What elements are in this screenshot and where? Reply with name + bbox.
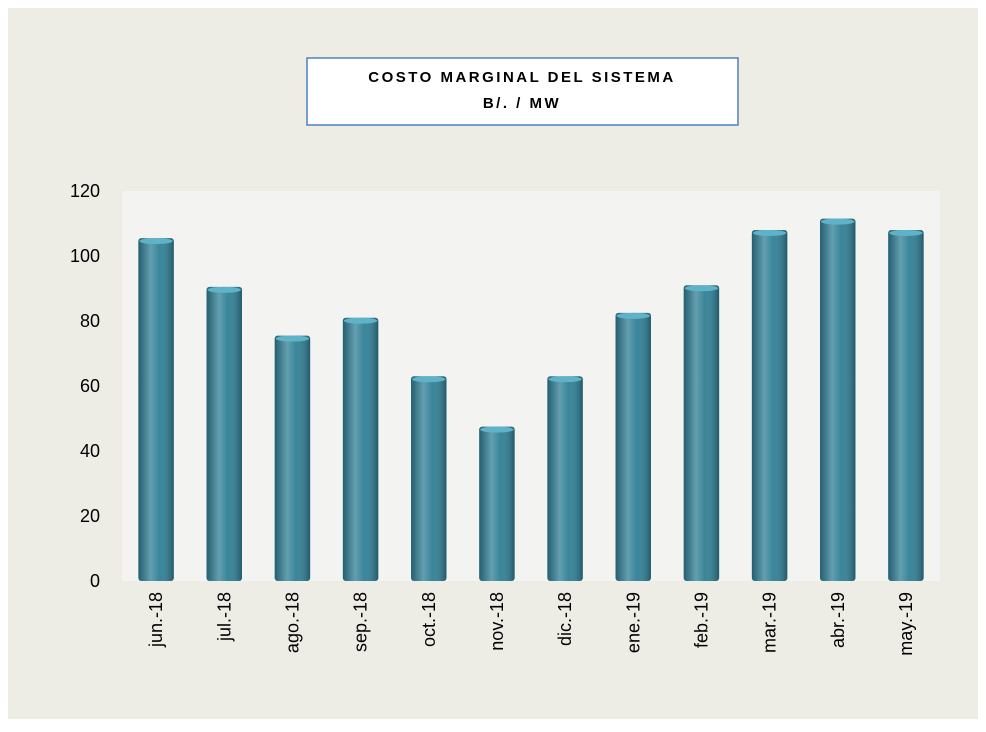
x-tick-label: may.-19 [896, 592, 916, 656]
bar-cap [548, 376, 582, 383]
bar-shine [479, 426, 515, 581]
bar-cap [889, 230, 923, 236]
bar-cap [616, 312, 650, 319]
bar-cap [139, 238, 173, 245]
bar-shine [888, 230, 924, 581]
y-tick-label: 100 [70, 246, 100, 266]
x-tick-label: oct.-18 [419, 592, 439, 647]
x-tick-label: jul.-18 [214, 592, 234, 642]
bar-shine [342, 317, 379, 581]
bar-shine [547, 376, 583, 581]
bar-shine [820, 218, 856, 581]
bar-cap [207, 286, 241, 293]
bar-cap [752, 230, 787, 236]
bar-cap [480, 426, 514, 433]
chart-subtitle: B/. / MW [483, 95, 561, 112]
plot-area [122, 191, 940, 581]
x-tick-label: sep.-18 [351, 592, 371, 652]
bar-shine [206, 286, 242, 581]
bar-cap [821, 218, 855, 225]
y-tick-label: 120 [70, 181, 100, 201]
x-tick-label: ago.-18 [282, 592, 302, 653]
x-tick-label: dic.-18 [555, 592, 575, 646]
x-tick-label: feb.-19 [691, 592, 711, 648]
bar-cap [343, 317, 378, 324]
y-tick-label: 0 [90, 571, 100, 591]
x-tick-label: nov.-18 [487, 592, 507, 651]
bar-shine [274, 335, 311, 581]
y-tick-label: 80 [80, 311, 100, 331]
y-tick-label: 60 [80, 376, 100, 396]
x-tick-label: abr.-19 [828, 592, 848, 648]
y-tick-label: 20 [80, 506, 100, 526]
bar-shine [411, 376, 447, 581]
bar-shine [683, 285, 720, 581]
x-tick-label: ene.-19 [623, 592, 643, 653]
bar-shine [615, 312, 651, 581]
y-tick-label: 40 [80, 441, 100, 461]
x-tick-label: jun.-18 [146, 592, 166, 648]
bar-cap [684, 285, 719, 292]
title-box [306, 57, 739, 126]
x-tick-label: mar.-19 [760, 592, 780, 653]
bar-cap [275, 335, 310, 342]
bar-cap [412, 376, 446, 383]
chart-title: COSTO MARGINAL DEL SISTEMA [368, 69, 676, 86]
bar-shine [138, 238, 174, 581]
bar-shine [751, 230, 788, 581]
